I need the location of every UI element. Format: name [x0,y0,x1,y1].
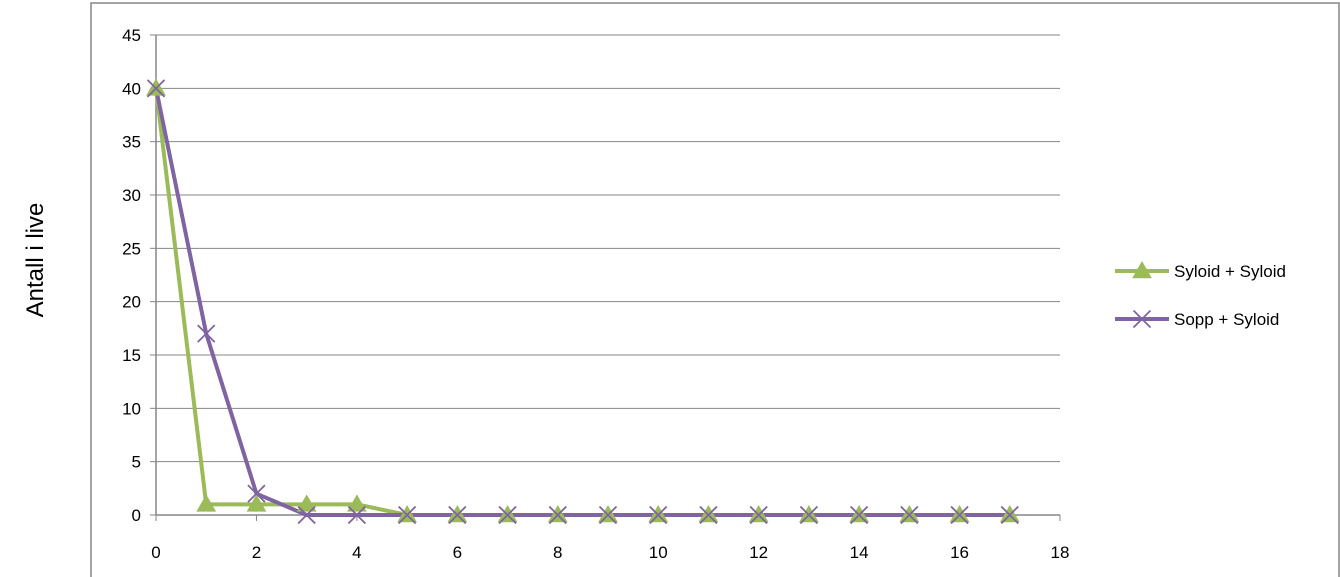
data-point-series-2 [950,505,969,525]
x-tick-label: 4 [352,543,361,562]
data-point-series-2 [598,505,618,525]
legend-item-1: Syloid + Syloid [1115,260,1286,281]
y-axis-label: Antall i live [22,203,49,318]
data-point-series-1 [347,494,367,512]
y-tick-label: 10 [122,399,141,418]
x-tick-label: 10 [649,543,668,562]
data-point-series-2 [649,505,668,525]
legend-swatch-marker [1132,309,1152,329]
legend-label: Sopp + Syloid [1174,310,1279,329]
x-tick-label: 16 [950,543,969,562]
y-tick-label: 40 [122,79,141,98]
y-tick-label: 5 [132,453,141,472]
series-group [146,78,1020,525]
gridlines [156,34,1060,463]
legend-label: Syloid + Syloid [1174,262,1286,281]
legend: Syloid + Syloid Sopp + Syloid [1115,260,1286,329]
tick-labels: 0 5 10 15 20 25 30 35 40 45 0 2 4 6 8 10 12 14 16 18 [122,26,1069,562]
y-tick-label: 0 [132,506,141,525]
data-point-series-2 [397,505,417,525]
y-tick-label: 25 [122,239,141,258]
data-point-series-2 [699,505,718,525]
y-tick-label: 45 [122,26,141,45]
x-tick-label: 6 [453,543,462,562]
y-tick-label: 15 [122,346,141,365]
data-point-series-2 [1000,505,1019,525]
legend-item-2: Sopp + Syloid [1115,309,1279,329]
data-point-series-2 [849,505,869,525]
x-tick-label: 18 [1051,543,1070,562]
data-point-series-1 [296,494,317,512]
data-point-series-2 [146,79,166,98]
x-tick-label: 14 [850,543,869,562]
data-point-series-2 [448,505,467,525]
data-point-series-2 [548,505,567,525]
data-point-series-2 [749,505,768,525]
data-point-series-2 [247,484,266,503]
data-point-series-1 [196,494,217,512]
data-point-series-2 [498,505,517,525]
y-tick-label: 30 [122,186,141,205]
x-tick-label: 8 [553,543,562,562]
y-tick-label: 35 [122,133,141,152]
data-point-series-2 [347,505,367,525]
data-point-series-2 [297,505,316,525]
x-tick-label: 2 [252,543,261,562]
data-point-series-2 [900,505,919,525]
legend-swatch-marker [1132,260,1152,279]
x-tick-label: 12 [749,543,768,562]
data-point-series-2 [197,324,216,343]
data-point-series-2 [799,505,819,525]
data-point-series-1 [246,494,267,512]
chart-frame [90,2,1340,577]
y-tick-label: 20 [122,293,141,312]
x-tick-label: 0 [151,543,160,562]
